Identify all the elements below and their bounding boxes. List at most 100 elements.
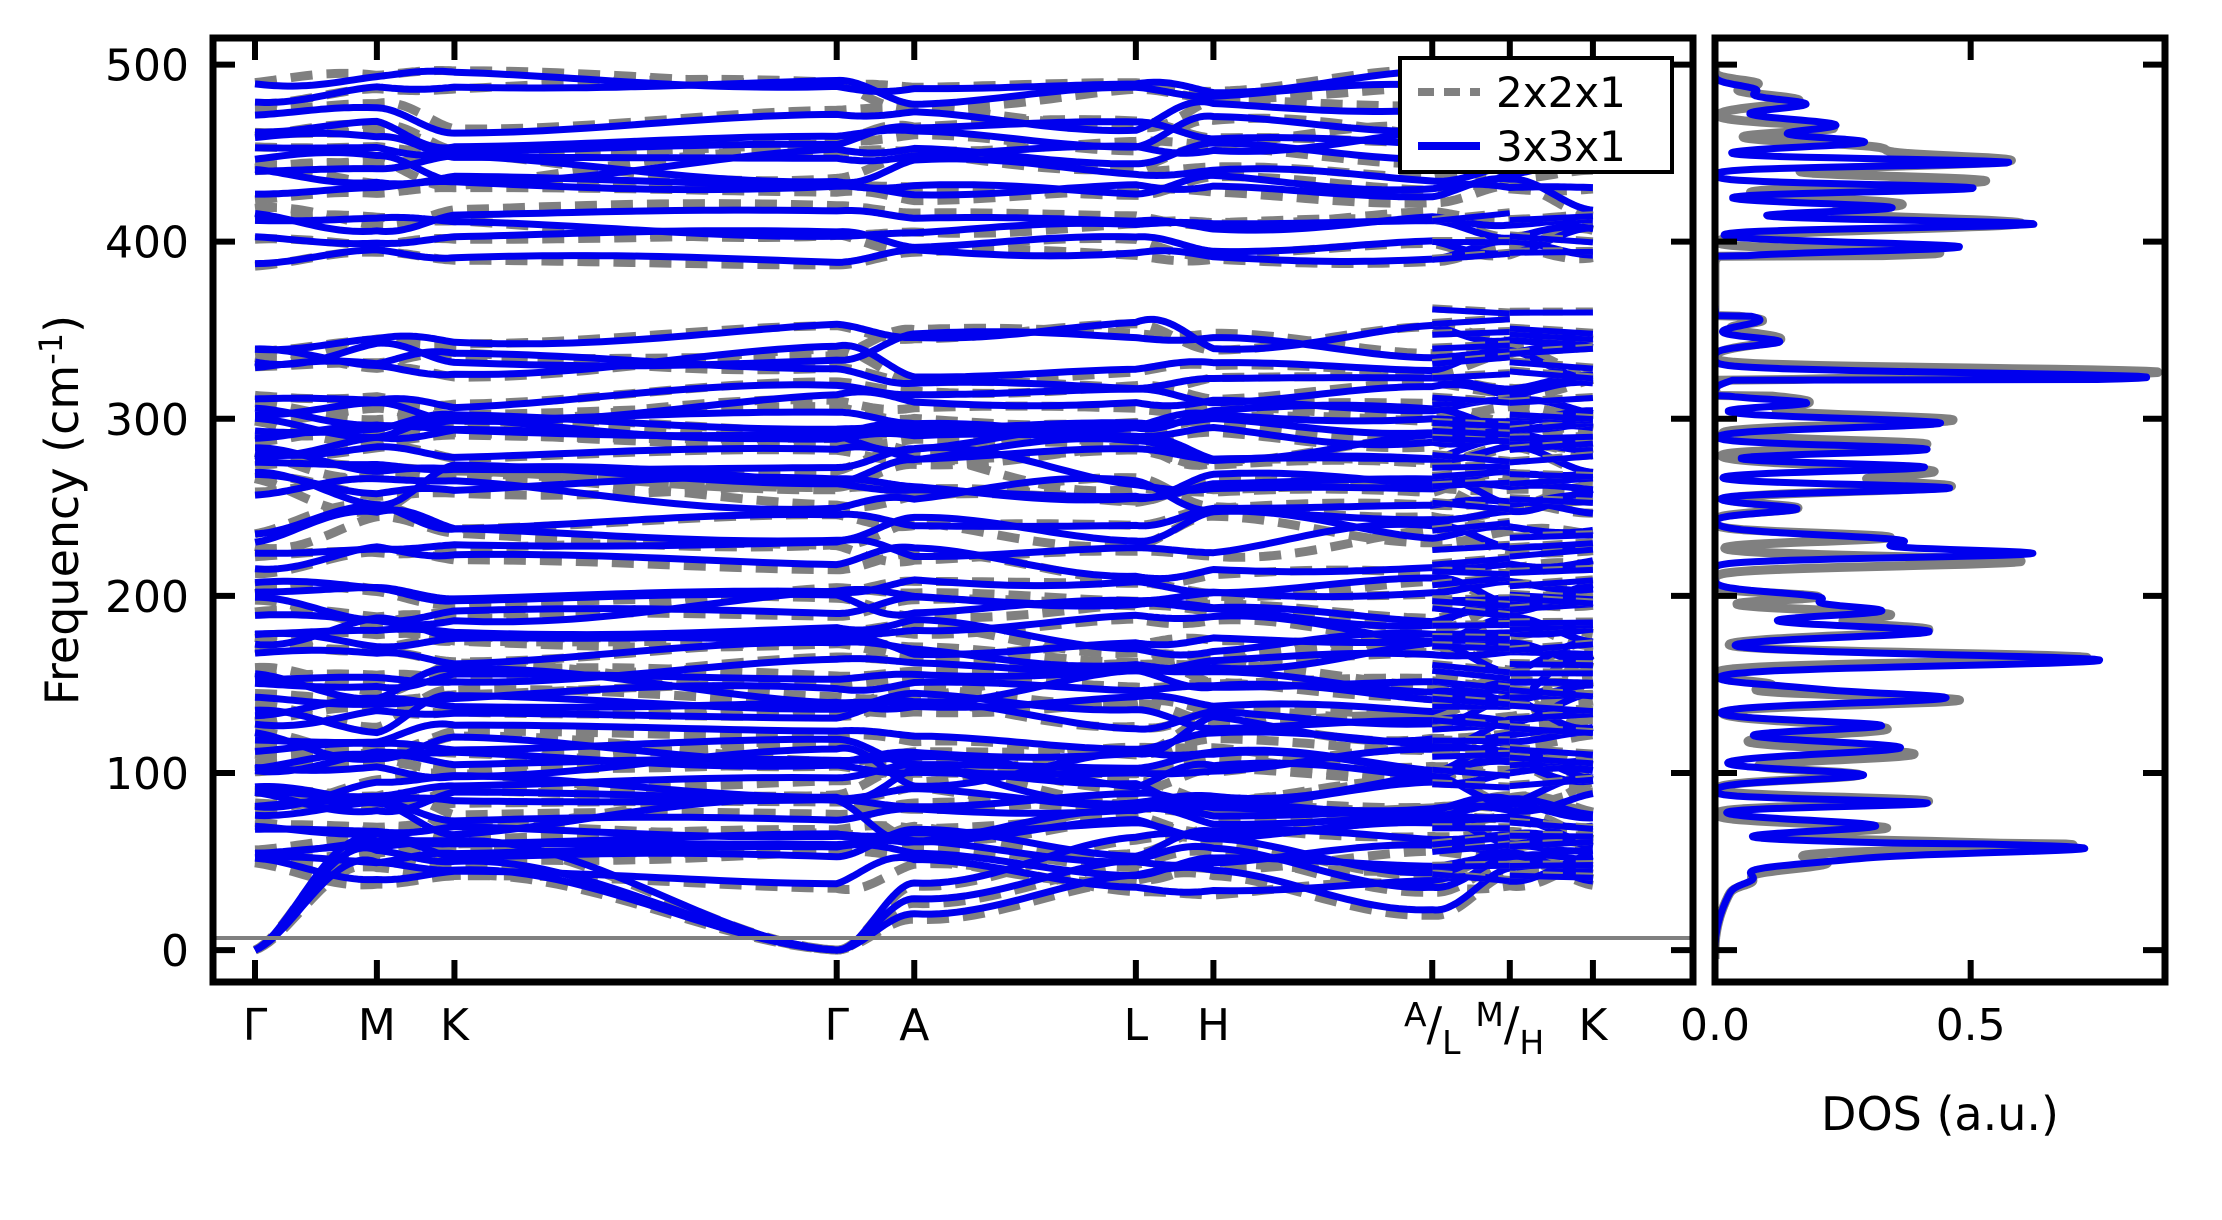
band-curve-3x3x1 [1432, 542, 1510, 553]
band-curve-3x3x1 [1509, 832, 1593, 840]
dos-curves-layer [1715, 60, 2163, 963]
band-curve-3x3x1 [1432, 371, 1510, 382]
y-tick-label: 200 [105, 572, 189, 623]
band-curve-3x3x1 [1432, 452, 1511, 465]
band-curve-3x3x1 [254, 496, 1594, 538]
x-tick-label: K [1578, 1000, 1608, 1051]
band-curve-3x3x1 [1432, 598, 1510, 609]
band-curve-3x3x1 [1432, 574, 1511, 589]
x-tick-label: M [358, 1000, 396, 1051]
legend-label-0: 2x2x1 [1496, 68, 1626, 117]
legend-box [1398, 56, 1674, 174]
band-curve-3x3x1 [1432, 342, 1510, 352]
band-curve-3x3x1 [1509, 420, 1594, 434]
band-curve-3x3x1 [1432, 781, 1510, 791]
x-tick-label: Γ [243, 1000, 268, 1051]
band-curve-3x3x1 [254, 760, 1594, 808]
band-curve-3x3x1 [1509, 345, 1594, 357]
y-axis-title-close: ) [35, 315, 89, 333]
band-curve-3x3x1 [1509, 711, 1594, 723]
band-curve-3x3x1 [1432, 463, 1510, 471]
band-curve-3x3x1 [1432, 737, 1510, 745]
band-curve-3x3x1 [1431, 210, 1511, 225]
band-curve-3x3x1 [1509, 702, 1594, 715]
svg-text:Frequency (cm-1): Frequency (cm-1) [32, 315, 89, 705]
x-tick-label-group: L [1124, 1000, 1149, 1051]
y-axis-title: Frequency (cm-1) [32, 315, 89, 705]
band-curve-3x3x1 [1432, 250, 1511, 263]
band-curve-3x3x1 [1432, 568, 1510, 578]
band-curves-layer [252, 64, 1595, 955]
x-tick-label: M/H [1475, 995, 1544, 1062]
x-tick-label-group: A [899, 1000, 929, 1051]
band-curve-3x3x1 [1509, 359, 1594, 372]
dos-x-tick-label: 0.0 [1680, 1000, 1750, 1051]
x-tick-label-group: Γ [243, 1000, 268, 1051]
band-curve-3x3x1 [255, 576, 1594, 603]
band-curve-3x3x1 [1432, 354, 1511, 367]
x-tick-label-group: Γ [824, 1000, 849, 1051]
band-curve-3x3x1 [1432, 862, 1510, 870]
band-curve-3x3x1 [1509, 411, 1594, 423]
band-curve-3x3x1 [1509, 325, 1594, 337]
band-curve-3x3x1 [1432, 427, 1510, 438]
band-curve-3x3x1 [254, 666, 1594, 704]
band-curve-3x3x1 [1432, 394, 1510, 406]
band-curve-3x3x1 [1509, 776, 1594, 790]
dos-panel: 0.0 0.5 DOS (a.u.) [1680, 34, 2169, 1141]
band-curve-3x3x1 [254, 152, 1594, 187]
band-curve-3x3x1 [1431, 519, 1511, 534]
x-tick-label: K [440, 1000, 470, 1051]
band-curve-3x3x1 [1432, 555, 1511, 568]
y-tick-label: 500 [105, 41, 189, 92]
y-axis-ticks [213, 61, 1693, 954]
y-tick-label: 400 [105, 218, 189, 269]
dos-axis-title: DOS (a.u.) [1821, 1087, 2059, 1141]
band-curve-3x3x1 [1432, 435, 1510, 445]
band-curve-3x3x1 [1432, 499, 1511, 513]
x-tick-label-group: K [440, 1000, 470, 1051]
x-tick-label: L [1124, 1000, 1149, 1051]
band-curve-3x3x1 [1509, 496, 1594, 506]
band-curve-3x3x1 [1509, 577, 1594, 590]
band-curve-3x3x1 [1432, 695, 1511, 708]
band-curve-2x2x1 [254, 575, 1594, 623]
band-curve-3x3x1 [254, 785, 1594, 816]
band-curve-3x3x1 [254, 793, 1594, 846]
legend-entry-3x3x1[interactable]: 3x3x1 [1418, 122, 1626, 171]
band-curve-3x3x1 [1509, 453, 1594, 466]
band-curve-3x3x1 [1432, 479, 1510, 490]
legend[interactable]: 2x2x1 3x3x1 [1398, 56, 1674, 174]
band-curve-3x3x1 [254, 401, 1594, 434]
band-curve-2x2x1 [253, 861, 1594, 955]
dos-xtick-labels: 0.0 0.5 [1680, 1000, 2006, 1051]
band-curve-3x3x1 [1432, 316, 1510, 327]
legend-entry-2x2x1[interactable]: 2x2x1 [1418, 68, 1626, 117]
y-tick-label: 300 [105, 395, 189, 446]
band-curve-3x3x1 [1509, 641, 1594, 654]
band-curve-3x3x1 [1432, 678, 1511, 692]
x-tick-label-group: H [1197, 1000, 1230, 1051]
y-axis-title-exponent: -1 [32, 333, 70, 365]
band-curve-3x3x1 [1432, 766, 1511, 779]
band-curve-3x3x1 [254, 543, 1594, 583]
band-curve-3x3x1 [1432, 468, 1511, 480]
x-tick-label: A/L [1404, 995, 1461, 1062]
band-curve-3x3x1 [254, 166, 1594, 198]
x-tick-label: A [899, 1000, 929, 1051]
band-curve-3x3x1 [1432, 643, 1510, 652]
x-tick-label-group: M/H [1475, 995, 1544, 1062]
band-curve-3x3x1 [1431, 667, 1511, 682]
band-curve-3x3x1 [1432, 419, 1510, 430]
band-curve-3x3x1 [1432, 661, 1511, 676]
band-curve-3x3x1 [1509, 331, 1594, 343]
band-curve-3x3x1 [1509, 248, 1593, 256]
x-tick-label: Γ [824, 1000, 849, 1051]
y-tick-label: 100 [105, 749, 189, 800]
band-curve-3x3x1 [254, 224, 1594, 258]
band-curve-3x3x1 [1509, 213, 1594, 224]
dos-x-tick-label: 0.5 [1936, 1000, 2006, 1051]
dos-axis-ticks [1712, 38, 2165, 982]
